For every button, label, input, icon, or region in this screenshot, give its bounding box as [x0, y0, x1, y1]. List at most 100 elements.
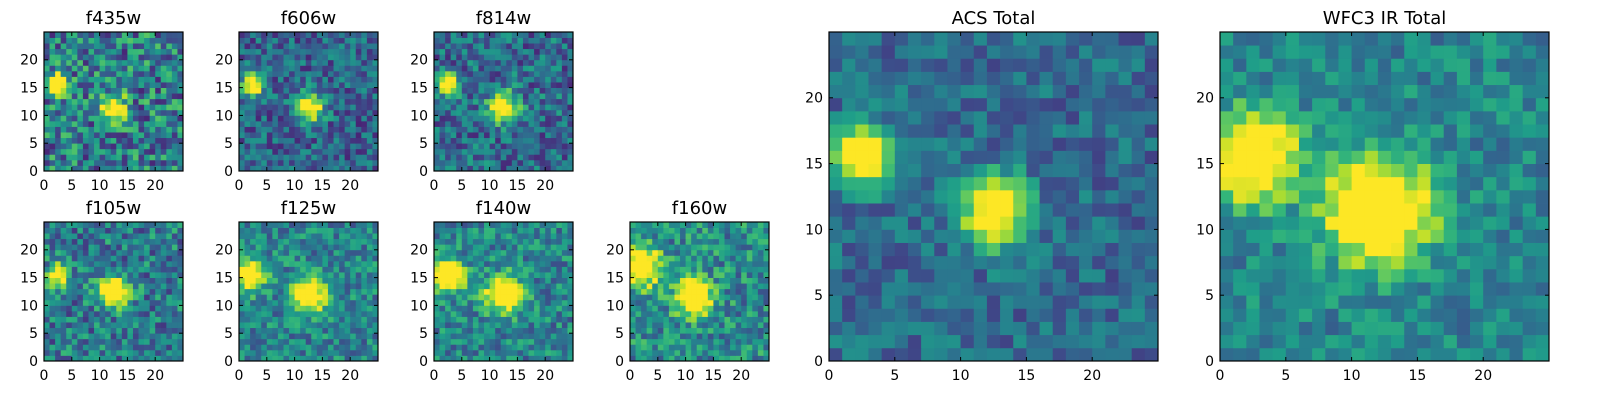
pixel-cell	[635, 355, 642, 362]
pixel-cell	[289, 120, 295, 127]
pixel-cell	[355, 222, 362, 228]
pixel-cell	[322, 76, 329, 83]
pixel-cell	[495, 266, 502, 273]
pixel-cell	[484, 120, 490, 127]
pixel-cell	[484, 59, 490, 66]
pixel-cell	[160, 76, 167, 83]
pixel-cell	[685, 316, 692, 323]
pixel-cell	[350, 159, 357, 166]
pixel-cell	[718, 355, 725, 362]
pixel-cell	[506, 115, 513, 122]
pixel-cell	[49, 65, 56, 72]
pixel-cell	[255, 333, 262, 340]
pixel-cell	[261, 316, 268, 323]
pixel-cell	[177, 98, 184, 105]
pixel-cell	[110, 43, 117, 50]
pixel-cell	[707, 294, 714, 301]
pixel-cell	[534, 310, 541, 317]
pixel-cell	[517, 255, 524, 262]
pixel-cell	[539, 299, 546, 306]
pixel-cell	[478, 32, 485, 38]
pixel-cell	[99, 120, 106, 127]
pixel-cell	[1131, 242, 1146, 257]
pixel-cell	[272, 120, 279, 127]
pixel-cell	[668, 227, 675, 234]
pixel-cell	[652, 260, 659, 267]
pixel-cell	[528, 165, 535, 172]
pixel-cell	[166, 143, 173, 150]
pixel-cell	[517, 48, 524, 55]
pixel-cell	[272, 165, 279, 172]
pixel-cell	[702, 222, 709, 228]
pixel-cell	[333, 310, 340, 317]
pixel-cell	[495, 244, 502, 251]
pixel-cell	[144, 87, 151, 94]
pixel-cell	[450, 283, 457, 290]
pixel-cell	[456, 305, 463, 312]
pixel-cell	[478, 238, 485, 245]
pixel-cell	[239, 299, 245, 306]
pixel-cell	[461, 159, 468, 166]
pixel-cell	[327, 48, 334, 55]
pixel-cell	[855, 321, 869, 336]
pixel-cell	[132, 126, 139, 133]
pixel-cell	[528, 120, 535, 127]
pixel-cell	[160, 260, 167, 267]
pixel-cell	[868, 308, 883, 322]
pixel-cell	[305, 87, 312, 94]
pixel-cell	[350, 305, 357, 312]
pixel-cell	[696, 249, 703, 256]
pixel-cell	[517, 283, 524, 290]
pixel-cell	[333, 355, 340, 362]
pixel-cell	[289, 43, 295, 50]
pixel-cell	[322, 322, 329, 329]
pixel-cell	[545, 70, 552, 77]
pixel-cell	[350, 310, 357, 317]
pixel-cell	[344, 70, 351, 77]
pixel-cell	[316, 126, 323, 133]
pixel-cell	[495, 260, 502, 267]
pixel-cell	[88, 238, 95, 245]
pixel-cell	[261, 222, 268, 228]
pixel-cell	[71, 32, 78, 38]
pixel-cell	[757, 316, 764, 323]
pixel-cell	[1144, 268, 1159, 283]
pixel-cell	[489, 305, 496, 312]
pixel-cell	[517, 272, 524, 278]
pixel-cell	[630, 355, 636, 362]
pixel-cell	[467, 299, 474, 306]
pixel-cell	[986, 268, 1001, 283]
pixel-cell	[1026, 334, 1040, 349]
y-tick-label: 15	[215, 271, 233, 287]
pixel-cell	[986, 347, 1001, 362]
x-tick-label: 20	[536, 178, 554, 194]
pixel-cell	[450, 165, 457, 172]
pixel-cell	[567, 143, 574, 150]
pixel-cell	[450, 82, 457, 88]
pixel-cell	[461, 244, 468, 251]
pixel-cell	[646, 294, 653, 301]
pixel-cell	[657, 272, 664, 278]
pixel-cell	[511, 338, 518, 345]
pixel-cell	[366, 283, 373, 290]
pixel-cell	[472, 159, 479, 166]
pixel-cell	[757, 338, 764, 345]
pixel-cell	[350, 37, 357, 44]
pixel-cell	[561, 126, 568, 133]
pixel-cell	[355, 76, 362, 83]
pixel-cell	[528, 333, 535, 340]
pixel-cell	[277, 338, 284, 345]
pixel-cell	[244, 266, 251, 273]
pixel-cell	[500, 154, 507, 161]
pixel-cell	[244, 233, 251, 240]
pixel-cell	[439, 233, 446, 240]
pixel-cell	[160, 54, 167, 61]
pixel-cell	[881, 229, 896, 243]
pixel-cell	[467, 143, 474, 150]
pixel-cell	[907, 242, 922, 257]
pixel-cell	[94, 288, 100, 295]
pixel-cell	[339, 76, 346, 83]
pixel-cell	[55, 154, 62, 161]
pixel-cell	[461, 93, 468, 100]
pixel-cell	[630, 227, 636, 234]
